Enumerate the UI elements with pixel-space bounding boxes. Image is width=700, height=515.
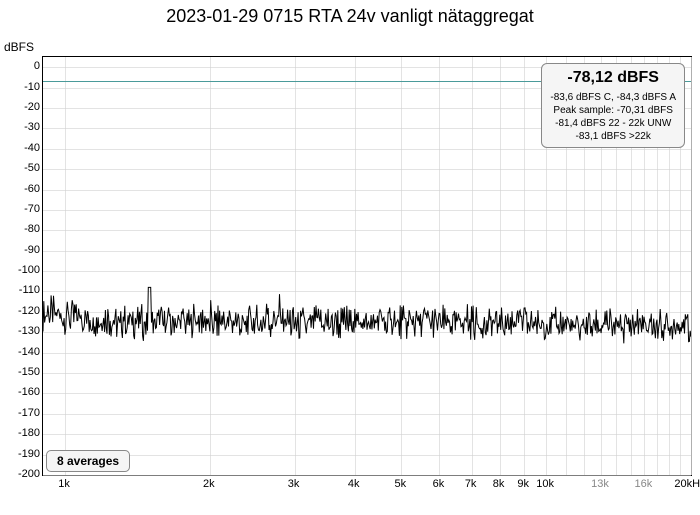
stats-line-2: Peak sample: -70,31 dBFS [550, 104, 676, 117]
chart-title: 2023-01-29 0715 RTA 24v vanligt nätaggre… [0, 0, 700, 27]
y-axis-label: dBFS [4, 40, 34, 54]
y-tick-label: -190 [10, 448, 40, 460]
x-tick-label: 5k [395, 478, 407, 490]
x-tick-label: 6k [433, 478, 445, 490]
y-tick-label: -180 [10, 427, 40, 439]
y-tick-label: -200 [10, 468, 40, 480]
y-tick-label: -80 [10, 223, 40, 235]
grid-v [691, 57, 692, 475]
x-tick-label: 16k [634, 478, 652, 490]
averages-box: 8 averages [46, 450, 130, 472]
y-tick-label: -120 [10, 305, 40, 317]
y-tick-label: -90 [10, 244, 40, 256]
y-tick-label: -150 [10, 366, 40, 378]
y-tick-label: -170 [10, 407, 40, 419]
x-tick-label: 1k [58, 478, 70, 490]
y-tick-label: -50 [10, 162, 40, 174]
y-tick-label: -160 [10, 386, 40, 398]
y-tick-label: -110 [10, 284, 40, 296]
x-tick-label: 4k [348, 478, 360, 490]
stats-info-box: -78,12 dBFS -83,6 dBFS C, -84,3 dBFS A P… [541, 63, 685, 148]
x-tick-label: 9k [517, 478, 529, 490]
x-tick-label: 8k [493, 478, 505, 490]
y-tick-label: -60 [10, 183, 40, 195]
stats-main-value: -78,12 dBFS [550, 68, 676, 89]
x-tick-label: 7k [465, 478, 477, 490]
stats-line-3: -81,4 dBFS 22 - 22k UNW [550, 117, 676, 130]
x-tick-label: 3k [288, 478, 300, 490]
y-tick-label: -20 [10, 101, 40, 113]
y-tick-label: -70 [10, 203, 40, 215]
y-tick-label: -140 [10, 346, 40, 358]
stats-line-4: -83,1 dBFS >22k [550, 130, 676, 143]
plot-area: -78,12 dBFS -83,6 dBFS C, -84,3 dBFS A P… [42, 56, 692, 476]
x-tick-label: 10k [536, 478, 554, 490]
y-tick-label: -130 [10, 325, 40, 337]
x-tick-label: 2k [203, 478, 215, 490]
x-tick-label: 20kHz [674, 478, 700, 490]
y-tick-label: 0 [10, 60, 40, 72]
y-tick-label: -100 [10, 264, 40, 276]
stats-line-1: -83,6 dBFS C, -84,3 dBFS A [550, 91, 676, 104]
x-tick-label: 13k [591, 478, 609, 490]
grid-h [43, 475, 691, 476]
y-tick-label: -10 [10, 81, 40, 93]
y-tick-label: -40 [10, 142, 40, 154]
y-tick-label: -30 [10, 121, 40, 133]
